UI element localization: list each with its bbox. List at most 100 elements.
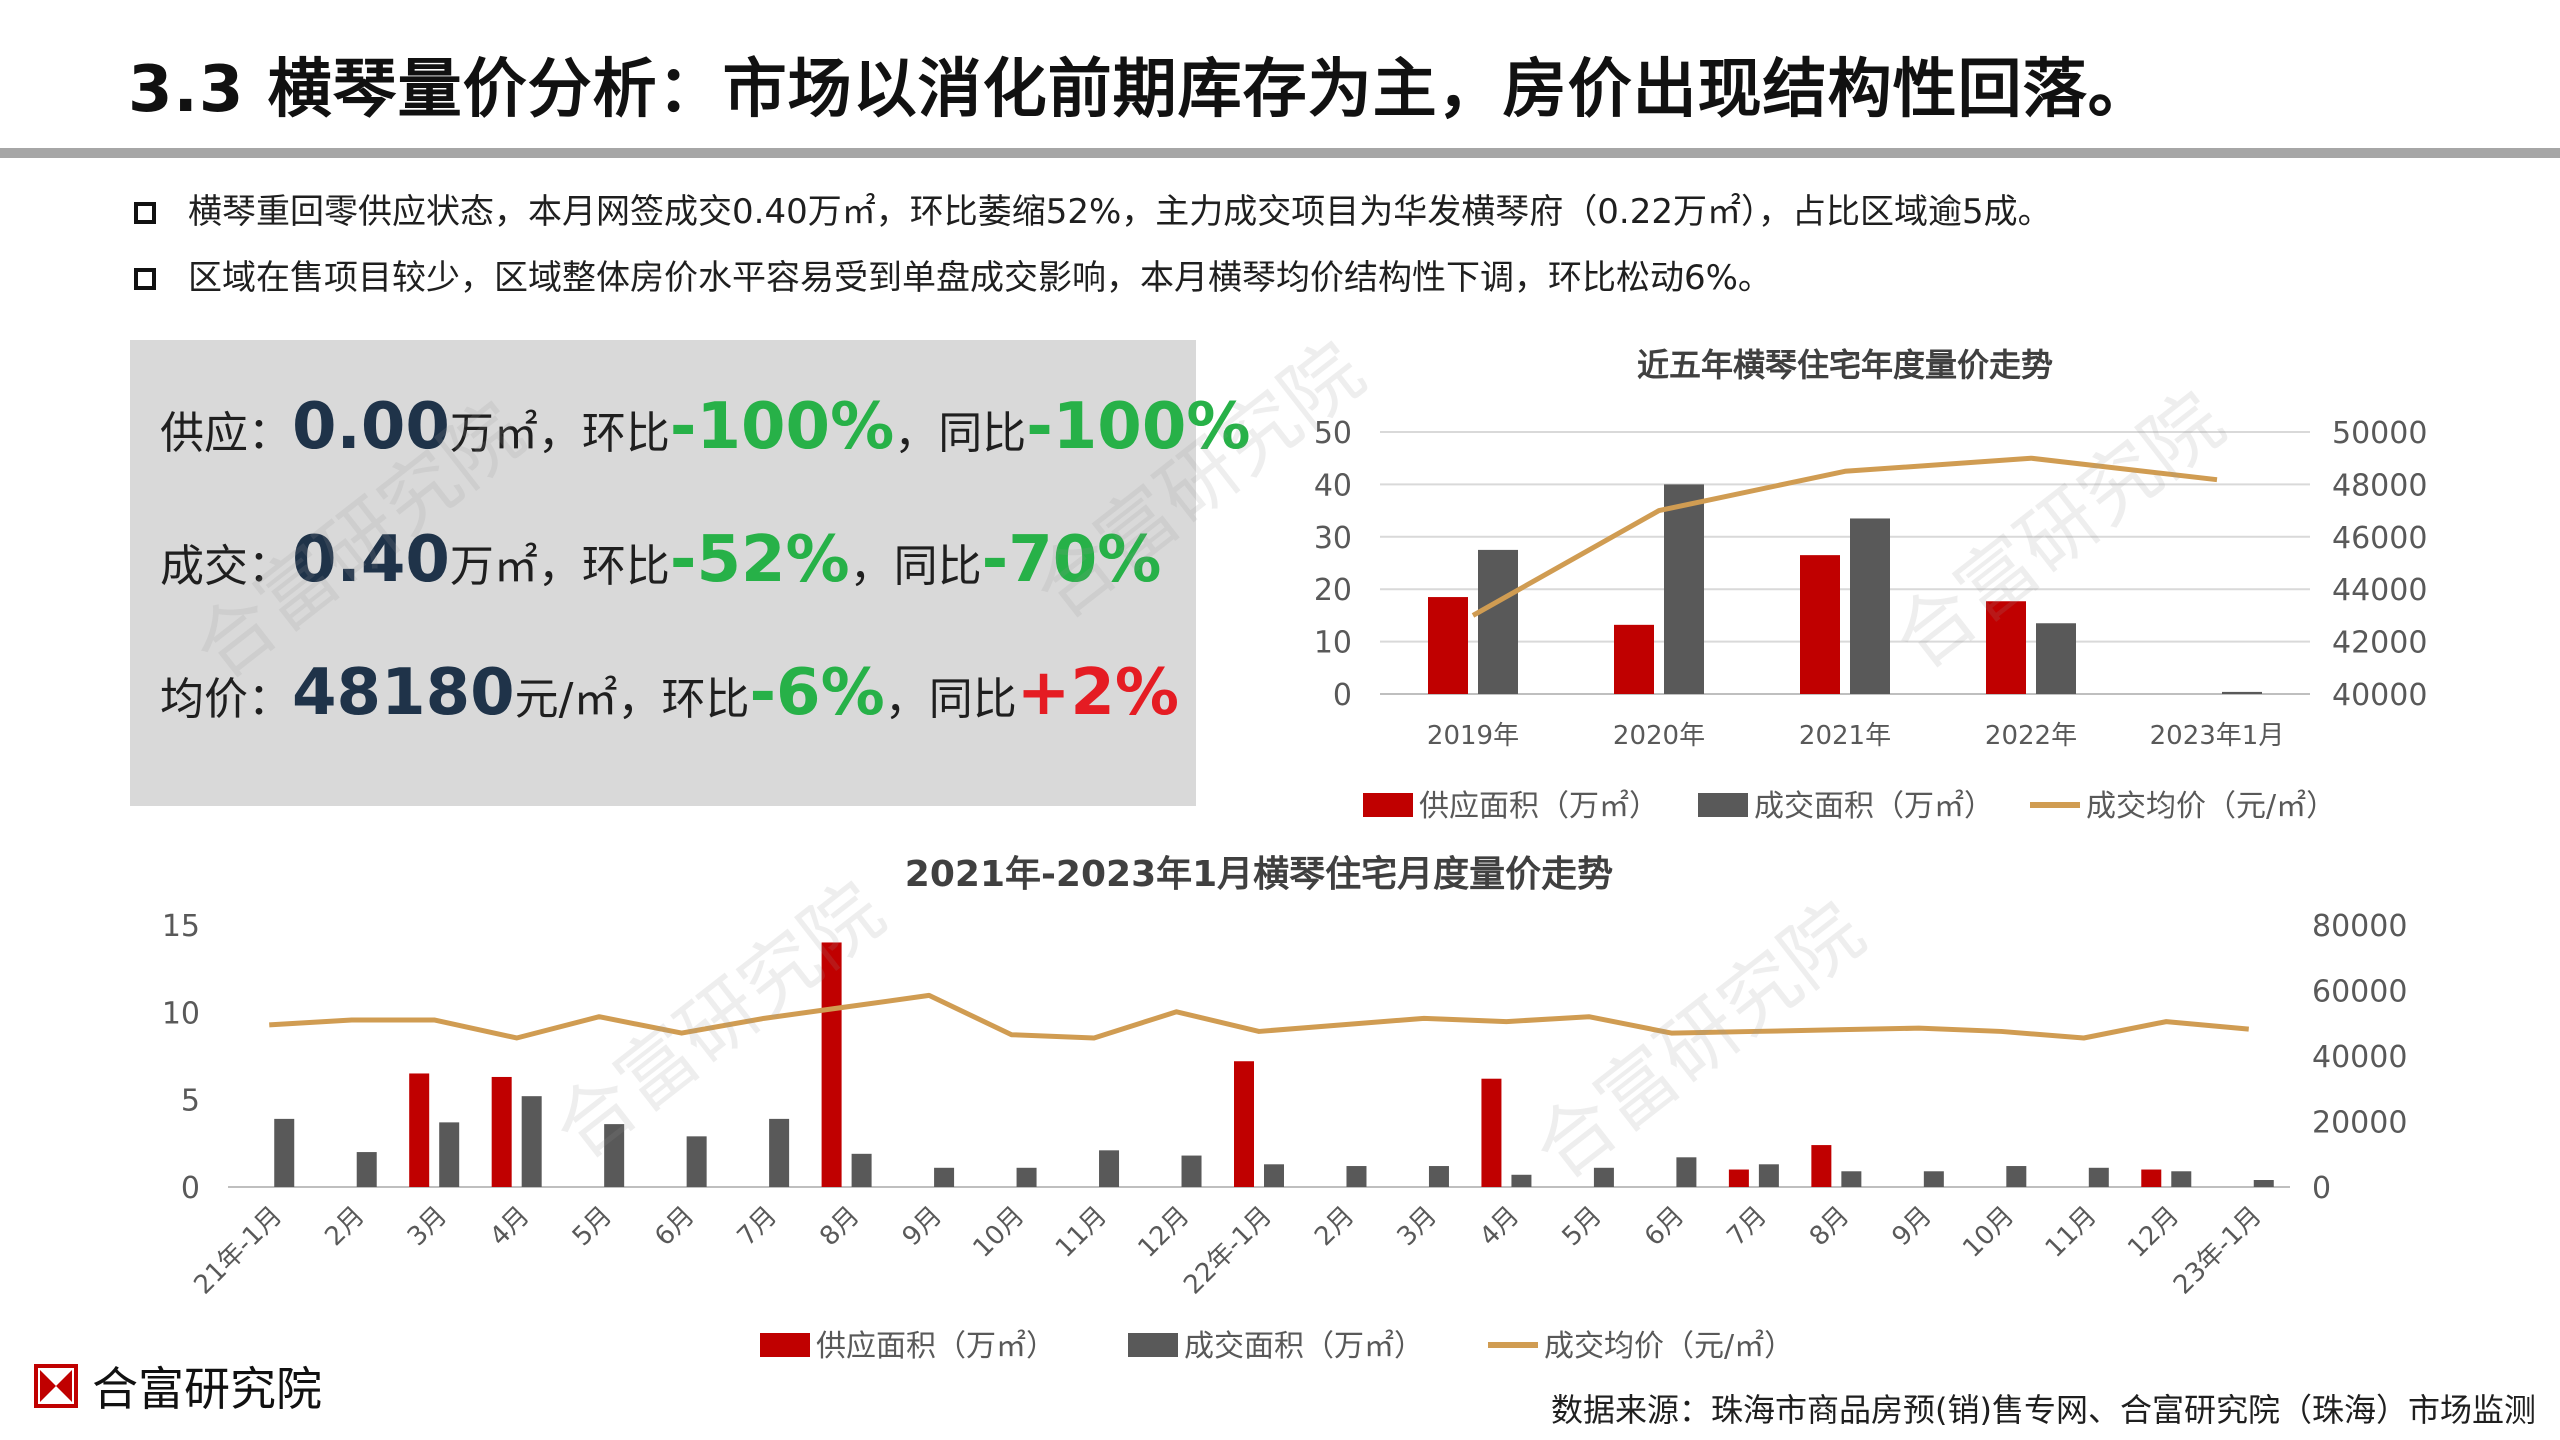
kpi-value: 48180: [292, 656, 515, 730]
kpi-yoy: -70%: [981, 523, 1162, 597]
deal-bar: [1758, 1164, 1779, 1187]
x-tick-label: 9月: [1886, 1201, 1937, 1252]
deal-bar: [1478, 549, 1518, 694]
x-tick-label: 11月: [2040, 1201, 2103, 1264]
deal-bar: [2036, 623, 2076, 694]
deal-bar: [2171, 1171, 2192, 1187]
kpi-yoy-label: 同比: [893, 541, 982, 592]
y-right-tick-label: 60000: [2312, 975, 2407, 1010]
bullet-item: 区域在售项目较少，区域整体房价水平容易受到单盘成交影响，本月横琴均价结构性下调，…: [128, 250, 2508, 316]
deal-bar: [1428, 1166, 1449, 1187]
y-right-tick-label: 50000: [2332, 416, 2427, 451]
y-left-tick-label: 40: [1314, 468, 1352, 503]
legend-label: 供应面积（万㎡）: [816, 1329, 1056, 1364]
y-right-tick-label: 40000: [2312, 1040, 2407, 1075]
y-left-tick-label: 20: [1314, 573, 1352, 608]
deal-bar: [1676, 1157, 1697, 1187]
x-tick-label: 5月: [567, 1201, 618, 1252]
data-source: 数据来源：珠海市商品房预(销)售专网、合富研究院（珠海）市场监测: [1551, 1391, 2536, 1429]
deal-bar: [1181, 1155, 1202, 1187]
supply-bar: [1728, 1169, 1749, 1187]
footer-logo: 合富研究院: [34, 1358, 322, 1416]
deal-bar: [2088, 1167, 2109, 1187]
kpi-sep: ，: [894, 408, 939, 459]
deal-bar: [1099, 1150, 1120, 1187]
supply-bar: [491, 1076, 512, 1187]
x-tick-label: 2021年: [1799, 721, 1891, 751]
x-tick-label: 4月: [1474, 1201, 1525, 1252]
y-right-tick-label: 40000: [2332, 678, 2427, 713]
deal-bar: [1923, 1171, 1944, 1187]
brand-logo-icon: [34, 1364, 78, 1408]
x-tick-label: 11月: [1050, 1201, 1113, 1264]
x-tick-label: 12月: [2122, 1201, 2185, 1264]
kpi-label: 均价：: [160, 674, 292, 725]
kpi-label: 成交：: [160, 541, 292, 592]
y-left-tick-label: 10: [162, 996, 200, 1031]
x-tick-label: 10月: [1957, 1201, 2020, 1264]
legend-swatch: [1128, 1333, 1178, 1357]
supply-bar: [1234, 1061, 1254, 1187]
kpi-unit: 元/㎡，: [514, 674, 662, 725]
x-tick-label: 5月: [1557, 1201, 1608, 1252]
legend-swatch: [760, 1333, 810, 1357]
kpi-sep: ，: [884, 674, 929, 725]
deal-bar: [2006, 1166, 2027, 1187]
y-left-tick-label: 10: [1314, 626, 1352, 661]
legend-label: 成交均价（元/㎡）: [1544, 1329, 1794, 1364]
kpi-mom: -6%: [749, 656, 885, 730]
legend-swatch: [1698, 793, 1748, 817]
bullet-item: 横琴重回零供应状态，本月网签成交0.40万㎡，环比萎缩52%，主力成交项目为华发…: [128, 184, 2508, 250]
deal-bar: [769, 1118, 790, 1187]
kpi-value: 0.00: [292, 390, 450, 464]
y-right-tick-label: 42000: [2332, 626, 2427, 661]
bullet-square-icon: [134, 268, 156, 290]
x-tick-label: 7月: [732, 1201, 783, 1252]
price-line: [269, 992, 2249, 1041]
y-right-tick-label: 46000: [2332, 521, 2427, 556]
y-right-tick-label: 48000: [2332, 468, 2427, 503]
y-right-tick-label: 80000: [2312, 909, 2407, 944]
supply-bar: [1481, 1078, 1502, 1187]
kpi-sep: ，: [849, 541, 894, 592]
title-divider: [0, 148, 2560, 158]
kpi-yoy: -100%: [1026, 390, 1251, 464]
deal-bar: [686, 1136, 707, 1187]
kpi-price: 均价：48180元/㎡，环比-6%，同比+2%: [160, 656, 1179, 730]
deal-bar: [1511, 1174, 1532, 1187]
kpi-mom-label: 环比: [581, 541, 670, 592]
deal-bar: [1346, 1166, 1367, 1187]
page-title: 3.3 横琴量价分析：市场以消化前期库存为主，房价出现结构性回落。: [128, 53, 2153, 127]
kpi-deal: 成交：0.40万㎡，环比-52%，同比-70%: [160, 523, 1161, 597]
deal-bar: [1264, 1164, 1284, 1187]
kpi-mom-label: 环比: [661, 674, 750, 725]
kpi-mom: -52%: [669, 523, 850, 597]
deal-bar: [1664, 484, 1704, 694]
bullet-list: 横琴重回零供应状态，本月网签成交0.40万㎡，环比萎缩52%，主力成交项目为华发…: [128, 184, 2508, 316]
deal-bar: [2253, 1180, 2274, 1187]
deal-bar: [2222, 691, 2262, 694]
kpi-yoy: +2%: [1016, 656, 1179, 730]
x-tick-label: 2023年1月: [2150, 721, 2285, 751]
y-left-tick-label: 30: [1314, 521, 1352, 556]
x-tick-label: 8月: [814, 1201, 865, 1252]
supply-bar: [1811, 1145, 1832, 1187]
x-tick-label: 3月: [402, 1201, 453, 1252]
kpi-panel: 供应：0.00万㎡，环比-100%，同比-100% 成交：0.40万㎡，环比-5…: [130, 340, 1250, 806]
x-tick-label: 6月: [649, 1201, 700, 1252]
chart-title: 2021年-2023年1月横琴住宅月度量价走势: [905, 853, 1613, 895]
kpi-value: 0.40: [292, 523, 450, 597]
deal-bar: [521, 1096, 542, 1187]
y-left-tick-label: 15: [162, 909, 200, 944]
supply-bar: [1614, 624, 1654, 694]
bullet-text: 横琴重回零供应状态，本月网签成交0.40万㎡，环比萎缩52%，主力成交项目为华发…: [188, 192, 2052, 232]
deal-bar: [1593, 1167, 1614, 1187]
deal-bar: [1016, 1167, 1037, 1187]
kpi-yoy-label: 同比: [938, 408, 1027, 459]
legend-label: 成交均价（元/㎡）: [2086, 789, 2336, 824]
legend-label: 成交面积（万㎡）: [1754, 789, 1994, 824]
kpi-mom-label: 环比: [581, 408, 670, 459]
x-tick-label: 3月: [1392, 1201, 1443, 1252]
deal-bar: [356, 1152, 377, 1187]
annual-chart: 近五年横琴住宅年度量价走势 0 10 20 30 40 50 40000 42000 44000 4…: [1314, 346, 2428, 824]
